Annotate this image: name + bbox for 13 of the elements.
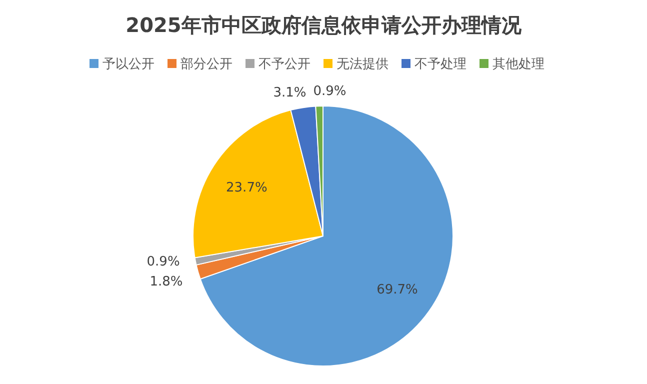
data-label: 69.7% bbox=[376, 282, 418, 298]
legend-label: 其他处理 bbox=[492, 57, 544, 72]
legend-label: 不予公开 bbox=[258, 57, 310, 72]
legend-label: 不予处理 bbox=[414, 57, 466, 72]
legend-label: 部分公开 bbox=[180, 57, 232, 72]
legend-label: 予以公开 bbox=[102, 57, 154, 72]
data-label: 1.8% bbox=[150, 274, 183, 290]
legend-label: 无法提供 bbox=[336, 57, 388, 72]
data-label: 0.9% bbox=[146, 254, 180, 270]
chart-title: 2025年市中区政府信息依申请公开办理情况 bbox=[126, 13, 522, 37]
data-label: 23.7% bbox=[226, 180, 268, 196]
data-label: 3.1% bbox=[273, 86, 306, 101]
data-label: 0.9% bbox=[313, 84, 346, 100]
